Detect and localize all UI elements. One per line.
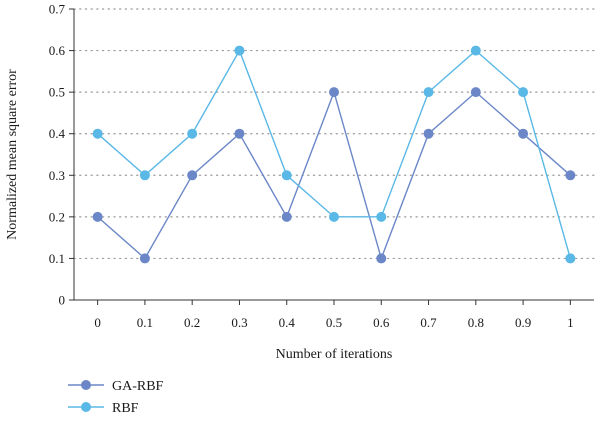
series-rbf <box>92 45 576 264</box>
x-tick-label: 0.8 <box>468 315 484 330</box>
legend-label: RBF <box>112 401 139 416</box>
legend-item: RBF <box>68 401 139 416</box>
data-point <box>565 170 576 181</box>
x-tick-label: 0.3 <box>231 315 247 330</box>
data-point <box>234 128 245 139</box>
data-point <box>470 45 481 56</box>
legend-marker <box>81 380 91 390</box>
legend-label: GA-RBF <box>112 379 164 394</box>
data-point <box>281 170 292 181</box>
data-point <box>187 170 198 181</box>
x-tick-label: 0.6 <box>373 315 390 330</box>
series-line <box>97 89 571 261</box>
legend: GA-RBF RBF <box>68 379 164 416</box>
data-point <box>92 128 103 139</box>
x-tick-labels: 0 0.1 0.2 0.3 0.4 0.5 0.6 0.7 0.8 0.9 1 <box>94 300 574 330</box>
x-axis-title: Number of iterations <box>276 347 393 362</box>
x-tick-label: 0.4 <box>279 315 296 330</box>
legend-item: GA-RBF <box>68 379 164 394</box>
y-tick-label: 0.3 <box>49 168 65 183</box>
data-point <box>329 211 339 222</box>
x-tick-label: 0.7 <box>420 315 437 330</box>
data-point <box>470 87 481 98</box>
grid <box>73 8 595 260</box>
data-point <box>518 87 529 98</box>
data-point <box>376 253 387 264</box>
y-tick-labels: 0 0.1 0.2 0.3 0.4 0.5 0.6 0.7 <box>49 2 74 308</box>
y-tick-label: 0.2 <box>49 209 65 224</box>
series-line <box>97 48 572 259</box>
data-point <box>139 170 150 181</box>
data-point <box>423 87 434 98</box>
y-tick-label: 0.5 <box>49 85 65 100</box>
data-point <box>329 87 339 98</box>
y-tick-label: 0.6 <box>49 43 66 58</box>
data-point <box>376 211 387 222</box>
x-tick-label: 0.2 <box>184 315 200 330</box>
legend-marker <box>81 402 91 412</box>
y-axis-title: Normalized mean square error <box>5 69 20 240</box>
y-tick-label: 0 <box>59 293 66 308</box>
data-point <box>92 211 103 222</box>
x-tick-label: 0.9 <box>515 315 531 330</box>
x-tick-label: 0 <box>94 315 101 330</box>
data-point <box>234 45 245 56</box>
x-tick-label: 0.1 <box>137 315 153 330</box>
data-point <box>518 128 529 139</box>
y-tick-label: 0.1 <box>49 251 65 266</box>
data-point <box>423 128 434 139</box>
x-tick-label: 1 <box>567 315 574 330</box>
data-point <box>281 211 292 222</box>
data-point <box>187 128 198 139</box>
x-tick-label: 0.5 <box>326 315 342 330</box>
axes <box>73 9 594 301</box>
data-point <box>139 253 150 264</box>
series <box>92 45 576 264</box>
y-tick-label: 0.7 <box>49 2 66 17</box>
data-point <box>565 253 576 264</box>
series-ga-rbf <box>92 87 576 264</box>
y-tick-label: 0.4 <box>49 126 66 141</box>
